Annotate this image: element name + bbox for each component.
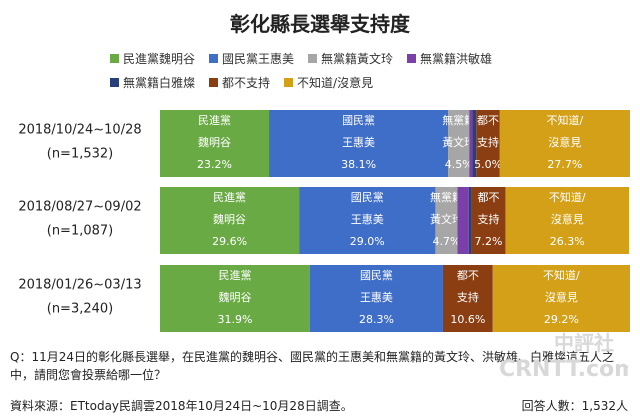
data-label-name: 國民黨 xyxy=(342,113,375,127)
legend-item-ind_huang: 無黨籍黃文玲 xyxy=(308,50,393,67)
legend-label: 都不支持 xyxy=(222,76,271,90)
data-label-name: 民進黨 xyxy=(218,268,251,282)
bar-segment-ind_hung xyxy=(457,187,469,254)
legend-row-2: 無黨籍白雅燦 都不支持 不知道/沒意見 xyxy=(110,74,387,91)
data-label-value: 4.5% xyxy=(445,158,473,171)
bar-segment-unknown xyxy=(499,110,630,177)
data-label-value: 10.6% xyxy=(450,313,485,326)
data-label-name: 王惠美 xyxy=(342,135,375,149)
bar-segment-ind_hung xyxy=(469,110,473,177)
data-label-name: 無黨籍 xyxy=(442,113,475,127)
data-label-name: 都不 xyxy=(477,114,499,127)
legend-label: 無黨籍黃文玲 xyxy=(321,52,394,66)
legend-label: 國民黨王惠美 xyxy=(222,52,295,66)
legend-swatch xyxy=(308,54,318,63)
category-sample-label: (n=3,240) xyxy=(47,302,114,317)
data-label-value: 27.7% xyxy=(547,158,582,171)
data-label-value: 7.2% xyxy=(475,235,503,248)
data-label-value: 23.2% xyxy=(197,158,232,171)
data-label-name: 魏明谷 xyxy=(198,135,231,149)
bar-segment-ind_huang xyxy=(448,110,470,177)
legend-swatch xyxy=(110,78,119,87)
legend-swatch xyxy=(209,54,219,63)
data-label-name: 不知道/ xyxy=(549,190,586,204)
data-label-value: 29.6% xyxy=(212,235,247,248)
legend-item-ind_hung: 無黨籍洪敏雄 xyxy=(407,50,492,67)
data-label-name: 支持 xyxy=(478,212,500,226)
legend-label: 民進黨魏明谷 xyxy=(123,52,196,66)
data-label-value: 28.3% xyxy=(359,313,394,326)
data-label-name: 沒意見 xyxy=(545,290,578,304)
data-label-value: 29.0% xyxy=(350,235,385,248)
data-label-name: 都不 xyxy=(457,269,479,282)
data-label-name: 沒意見 xyxy=(548,135,581,149)
data-label-name: 黃文玲 xyxy=(442,135,475,149)
data-label-name: 魏明谷 xyxy=(218,290,251,304)
data-label-name: 王惠美 xyxy=(360,290,393,304)
legend-swatch xyxy=(209,78,219,87)
data-label-name: 都不 xyxy=(478,191,500,204)
bar-segment-kmt xyxy=(299,187,436,254)
data-label-name: 支持 xyxy=(477,135,499,149)
data-label-name: 沒意見 xyxy=(551,212,584,226)
category-period-label: 2018/01/26~03/13 xyxy=(18,278,141,293)
bar-segment-dpp xyxy=(160,187,300,254)
data-label-value: 29.2% xyxy=(544,313,579,326)
category-sample-label: (n=1,087) xyxy=(47,224,114,239)
data-label-name: 不知道/ xyxy=(543,268,580,282)
bar-segment-ind_huang xyxy=(435,187,458,254)
legend-item-dpp: 民進黨魏明谷 xyxy=(110,50,195,67)
category-period-label: 2018/10/24~10/28 xyxy=(18,123,141,138)
chart-title: 彰化縣長選舉支持度 xyxy=(230,12,410,36)
bar-segment-unknown xyxy=(492,265,630,332)
legend-label: 不知道/沒意見 xyxy=(297,76,374,90)
bar-segment-unknown xyxy=(505,187,630,254)
bar-segment-none xyxy=(442,265,493,332)
bar-segment-ind_bai xyxy=(472,110,477,177)
data-source: 資料來源：ETtoday民調雲2018年10月24日~10月28日調查。 xyxy=(10,399,353,413)
legend-item-kmt: 國民黨王惠美 xyxy=(209,50,294,67)
legend-item-ind_bai: 無黨籍白雅燦 xyxy=(110,74,195,91)
data-label-name: 民進黨 xyxy=(213,190,246,204)
legend-item-unknown: 不知道/沒意見 xyxy=(284,74,373,91)
stacked-bar-chart: 2018/10/24~10/28(n=1,532)民進黨魏明谷23.2%國民黨王… xyxy=(18,110,630,332)
category-sample-label: (n=1,532) xyxy=(47,147,114,162)
bar-segment-ind_bai xyxy=(468,187,472,254)
bar-segment-dpp xyxy=(160,265,310,332)
bar-segment-dpp xyxy=(160,110,270,177)
data-label-value: 26.3% xyxy=(550,235,585,248)
legend-label: 無黨籍洪敏雄 xyxy=(420,52,493,66)
data-label-name: 民進黨 xyxy=(198,113,231,127)
bar-segment-none xyxy=(471,187,506,254)
bar-segment-kmt xyxy=(269,110,449,177)
data-label-value: 31.9% xyxy=(217,313,252,326)
category-period-label: 2018/08/27~09/02 xyxy=(18,200,141,215)
bar-segment-kmt xyxy=(309,265,443,332)
data-label-name: 無黨籍 xyxy=(430,190,463,204)
data-label-name: 國民黨 xyxy=(351,190,384,204)
legend-swatch xyxy=(284,78,294,87)
survey-question: Q：11月24日的彰化縣長選舉，在民進黨的魏明谷、國民黨的王惠美和無黨籍的黃文玲… xyxy=(10,350,614,382)
data-label-name: 不知道/ xyxy=(547,113,584,127)
legend-item-none: 都不支持 xyxy=(209,74,270,91)
legend-label: 無黨籍白雅燦 xyxy=(123,76,196,90)
legend-swatch xyxy=(407,54,417,63)
data-label-value: 4.7% xyxy=(432,235,460,248)
data-label-name: 國民黨 xyxy=(360,268,393,282)
data-label-name: 魏明谷 xyxy=(213,212,246,226)
data-label-name: 支持 xyxy=(457,290,479,304)
respondent-count: 回答人數：1,532人 xyxy=(521,399,628,413)
legend-swatch xyxy=(110,54,119,63)
data-label-name: 王惠美 xyxy=(351,212,384,226)
bar-segment-none xyxy=(476,110,500,177)
legend-row-1: 民進黨魏明谷 國民黨王惠美 無黨籍黃文玲 無黨籍洪敏雄 xyxy=(110,50,506,67)
data-label-value: 38.1% xyxy=(341,158,376,171)
data-label-value: 5.0% xyxy=(474,158,502,171)
data-label-name: 黃文玲 xyxy=(430,212,463,226)
